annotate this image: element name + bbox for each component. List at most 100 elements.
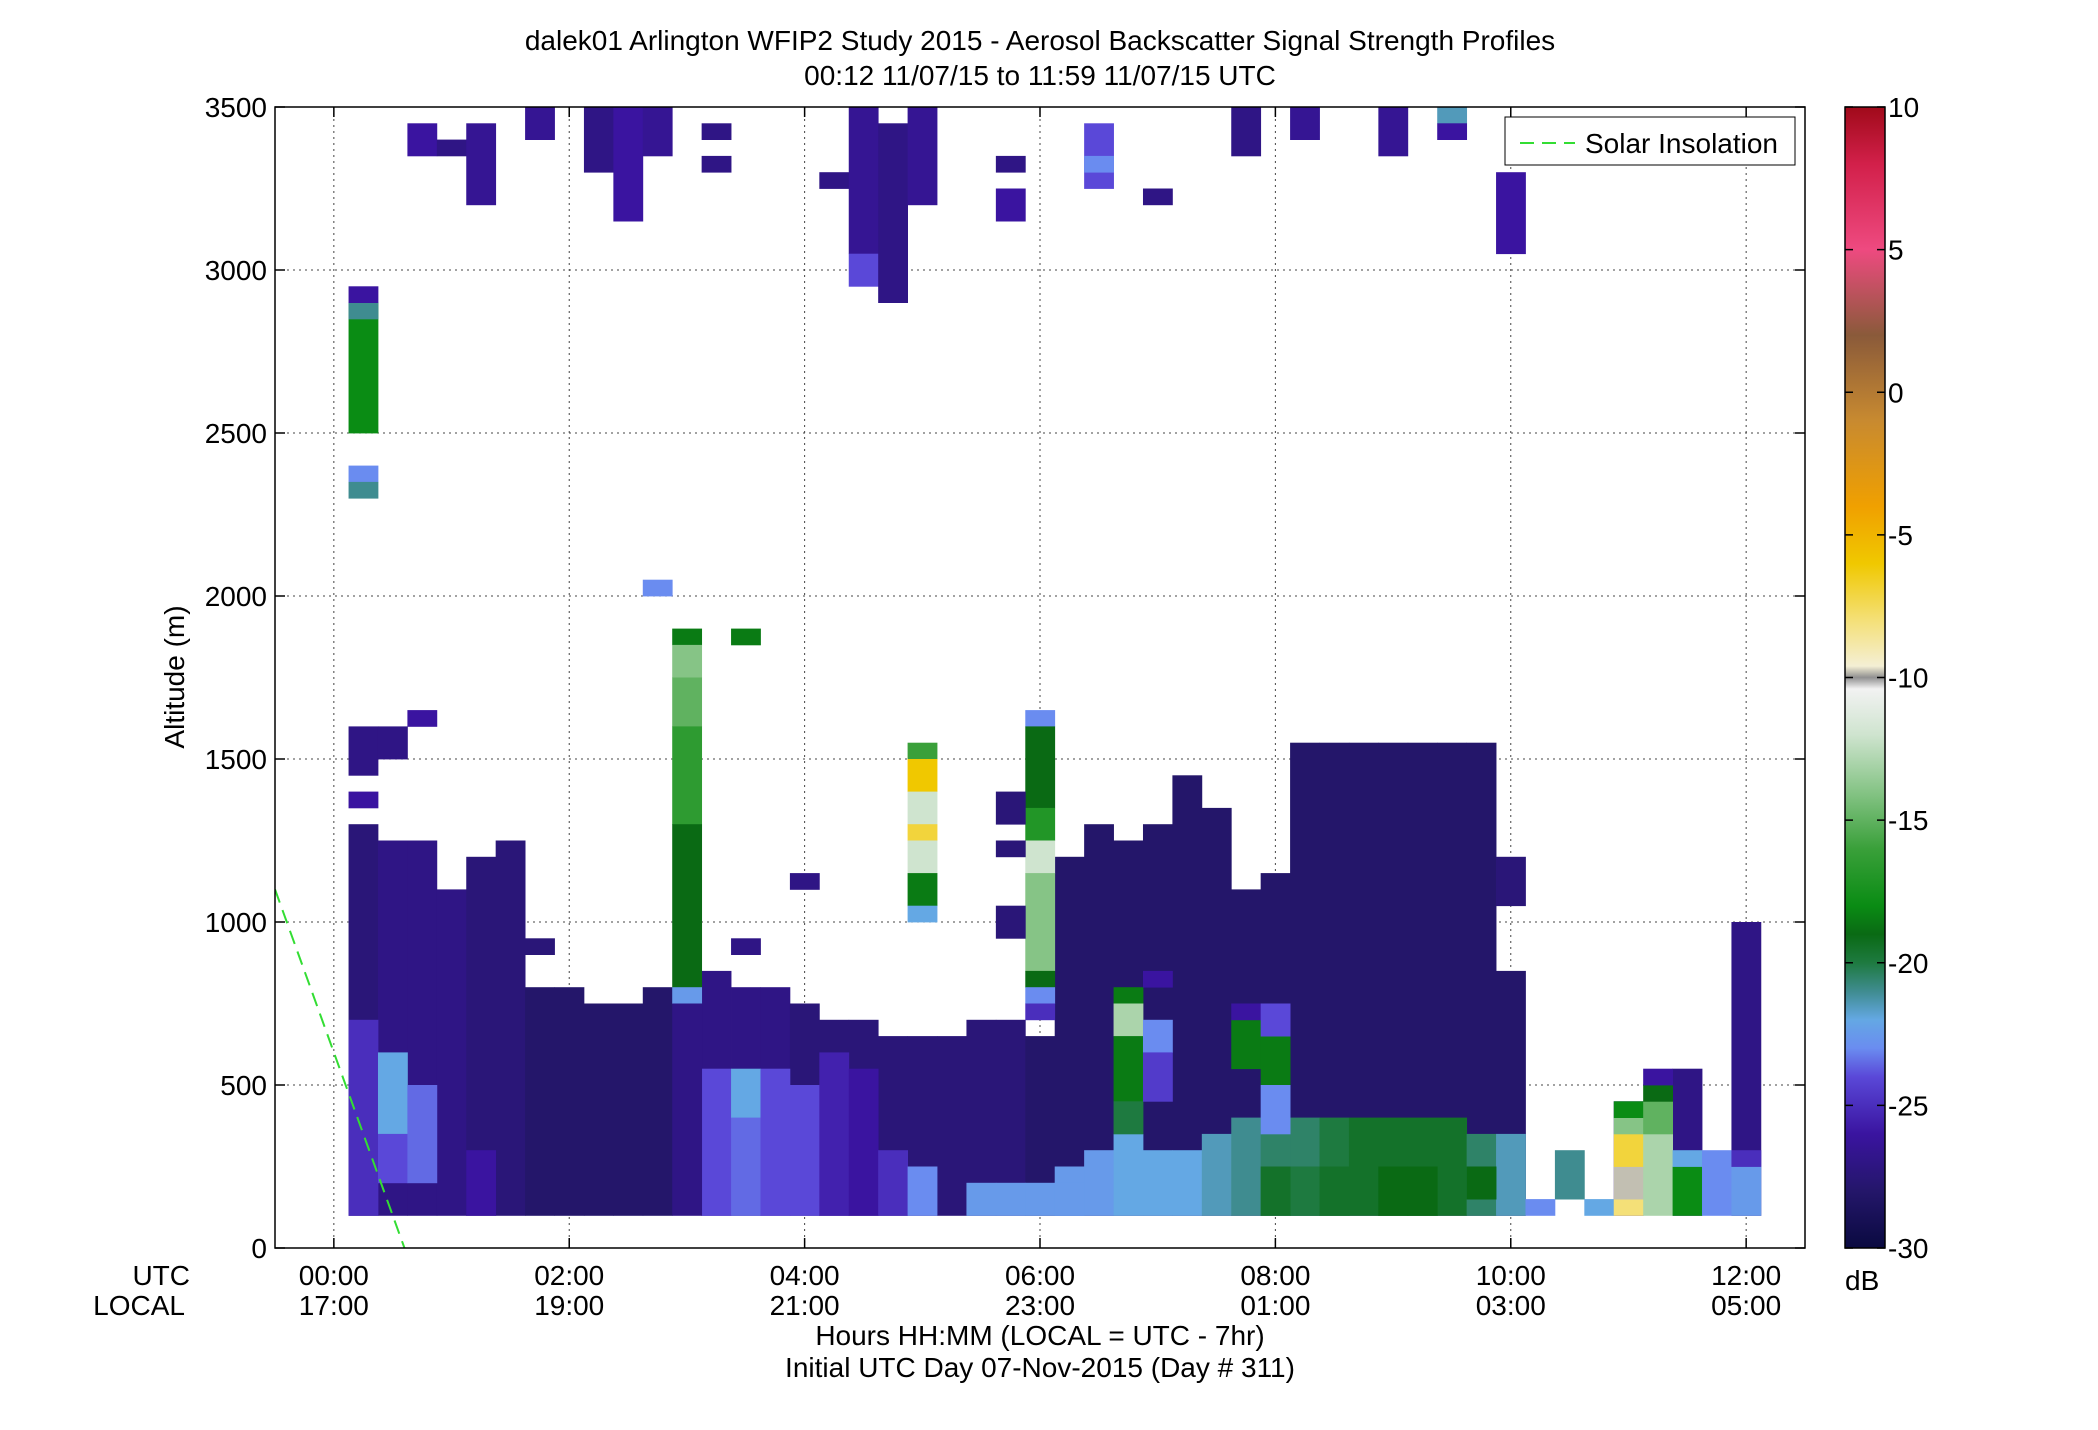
y-tick-label-3: 1500 — [205, 744, 267, 775]
heatmap-cell-86 — [1643, 1068, 1673, 1086]
chart-subtitle: 00:12 11/07/15 to 11:59 11/07/15 UTC — [804, 60, 1276, 91]
heatmap-cell-160 — [701, 123, 732, 140]
y-tick-label-1: 500 — [220, 1070, 267, 1101]
heatmap-cell-55 — [878, 1150, 908, 1216]
heatmap-cell-77 — [1584, 1199, 1615, 1216]
heatmap-cell-44 — [377, 1052, 408, 1135]
y-tick-label-0: 0 — [251, 1233, 267, 1264]
heatmap-cell-147 — [995, 905, 1026, 939]
heatmap-cell-53 — [819, 1052, 850, 1216]
heatmap-cell-61 — [1084, 1150, 1114, 1216]
heatmap-cell-87 — [1672, 1166, 1703, 1216]
heatmap-cell-111 — [1025, 840, 1056, 874]
heatmap-cell-118 — [1113, 1036, 1144, 1102]
heatmap-cell-148 — [995, 840, 1026, 858]
heatmap-cell-122 — [1231, 1019, 1262, 1070]
x-tick-label-local-4: 01:00 — [1240, 1290, 1310, 1321]
legend-box — [1504, 116, 1796, 166]
heatmap-cell-27 — [1172, 775, 1203, 1216]
x-tick-label-local-3: 23:00 — [1005, 1290, 1075, 1321]
heatmap-cell-144 — [731, 938, 761, 955]
heatmap-cell-136 — [348, 465, 379, 483]
heatmap-cell-112 — [1025, 873, 1056, 972]
legend: Solar Insolation — [1504, 116, 1796, 166]
heatmap-cell-88 — [1672, 1150, 1703, 1167]
heatmap-cell-91 — [1731, 1150, 1762, 1167]
heatmap-cell-143 — [789, 873, 820, 890]
colorbar-tick-label-4: -10 — [1888, 663, 1928, 694]
colorbar-tick-label-1: 5 — [1888, 235, 1904, 266]
colorbar-tick-label-2: 0 — [1888, 377, 1904, 408]
heatmap-cell-107 — [907, 905, 938, 923]
heatmap-cell-95 — [672, 677, 703, 727]
heatmap-cell-162 — [848, 107, 879, 255]
y-tick-label-4: 2000 — [205, 581, 267, 612]
heatmap-cell-90 — [1731, 1166, 1762, 1216]
heatmap-cell-146 — [1142, 970, 1173, 988]
heatmap-cell-78 — [1613, 1199, 1644, 1216]
heatmap-cell-159 — [701, 155, 732, 173]
heatmap-cell-105 — [907, 840, 938, 874]
x-row-label-local: LOCAL — [93, 1290, 185, 1321]
heatmap-cell-46 — [407, 1085, 438, 1184]
x-tick-label-utc-1: 02:00 — [534, 1260, 604, 1291]
heatmap-cell-5 — [495, 840, 526, 1216]
heatmap-cell-64 — [1172, 1150, 1203, 1216]
heatmap-cell-174 — [1437, 107, 1468, 124]
heatmap-cell-156 — [583, 107, 614, 173]
heatmap-cell-100 — [731, 628, 761, 646]
heatmap-cell-117 — [1113, 1003, 1144, 1037]
heatmap-cell-47 — [466, 1150, 497, 1216]
heatmap-cell-81 — [1613, 1117, 1644, 1135]
heatmap-cell-161 — [819, 172, 850, 189]
heatmap-cell-158 — [642, 107, 673, 157]
heatmap-cell-8 — [583, 1003, 614, 1216]
heatmap-cell-138 — [642, 579, 673, 597]
heatmap-cell-57 — [966, 1182, 997, 1216]
heatmap-cell-167 — [995, 188, 1026, 222]
heatmap-cell-76 — [1525, 1199, 1556, 1216]
heatmap-cell-50 — [731, 1117, 761, 1216]
heatmap-cell-128 — [1260, 1166, 1291, 1216]
x-tick-label-utc-0: 00:00 — [299, 1260, 369, 1291]
heatmap-cell-132 — [1466, 1166, 1497, 1200]
heatmap-cell-7 — [554, 987, 585, 1216]
heatmap-cell-79 — [1613, 1166, 1644, 1200]
colorbar-tick-label-6: -20 — [1888, 948, 1928, 979]
heatmap-cell-103 — [907, 791, 938, 825]
heatmap-cell-170 — [1142, 188, 1173, 206]
heatmap-cell-3 — [436, 889, 467, 1216]
heatmap-cell-83 — [1643, 1133, 1673, 1216]
heatmap-cell-124 — [1231, 1003, 1262, 1021]
colorbar-tick-label-3: -5 — [1888, 520, 1913, 551]
heatmap-cell-39 — [1554, 1150, 1585, 1200]
x-tick-label-utc-2: 04:00 — [770, 1260, 840, 1291]
heatmap-cell-51 — [760, 1068, 791, 1216]
heatmap-cell-102 — [907, 759, 938, 792]
heatmap-cell-94 — [672, 644, 703, 678]
heatmap-cell-163 — [848, 253, 879, 287]
x-tick-label-local-6: 05:00 — [1711, 1290, 1781, 1321]
y-axis-label: Altitude (m) — [159, 605, 190, 748]
x-tick-label-local-1: 19:00 — [534, 1290, 604, 1321]
heatmap-cell-150 — [1496, 856, 1526, 907]
heatmap-cell-127 — [1290, 1166, 1320, 1216]
heatmap-cell-75 — [1496, 1133, 1526, 1216]
heatmap-cell-145 — [525, 938, 555, 955]
heatmap-cell-45 — [377, 1133, 408, 1184]
heatmap-cell-155 — [525, 107, 555, 140]
x-tick-label-local-2: 21:00 — [770, 1290, 840, 1321]
heatmap-cell-98 — [672, 987, 703, 1004]
heatmap-cell-65 — [1201, 1133, 1232, 1216]
x-row-label-utc: UTC — [132, 1260, 190, 1291]
heatmap-cell-6 — [525, 987, 555, 1216]
y-tick-label-5: 2500 — [205, 418, 267, 449]
heatmap-cell-137 — [348, 481, 379, 499]
heatmap-cell-131 — [1407, 1166, 1438, 1216]
heatmap-cell-134 — [348, 302, 379, 320]
colorbar-tick-label-5: -15 — [1888, 805, 1928, 836]
heatmap-cell-49 — [731, 1068, 761, 1118]
heatmap-cell-9 — [613, 1003, 644, 1216]
heatmap-cell-52 — [789, 1085, 820, 1216]
